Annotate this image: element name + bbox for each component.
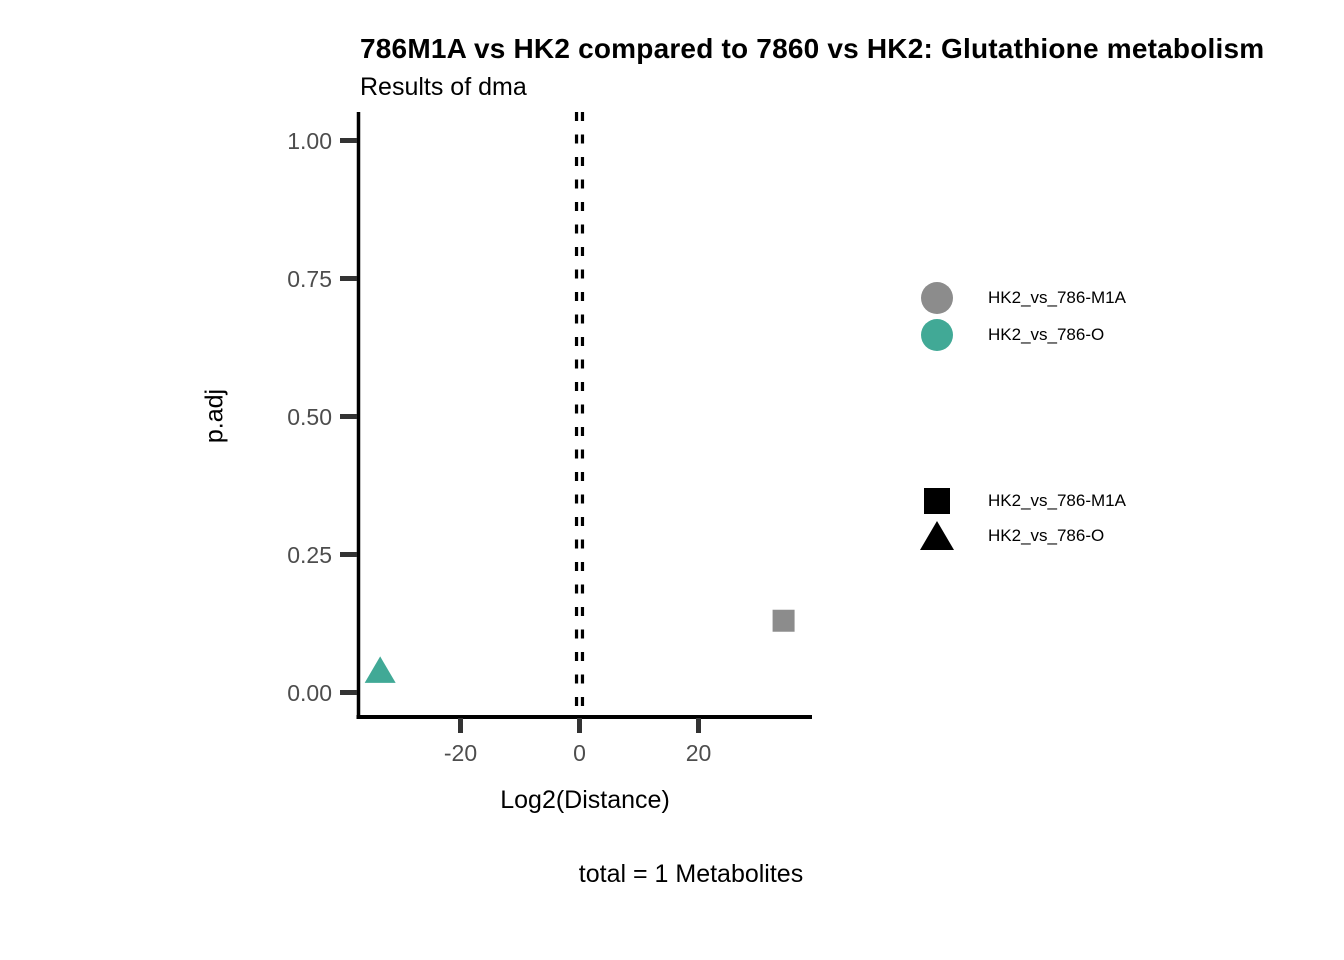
y-tick-label: 0.25 xyxy=(287,541,332,568)
color-legend: HK2_vs_786-M1A HK2_vs_786-O xyxy=(915,279,1126,353)
shape-legend: HK2_vs_786-M1A HK2_vs_786-O xyxy=(915,483,1126,553)
legend-triangle-swatch xyxy=(920,521,954,550)
data-point-square xyxy=(772,609,795,632)
legend-item-label: HK2_vs_786-O xyxy=(988,525,1105,545)
legend-item-label: HK2_vs_786-M1A xyxy=(988,490,1126,510)
y-tick-label: 1.00 xyxy=(287,127,332,154)
x-tick-label: 0 xyxy=(573,740,586,766)
legend-item-label: HK2_vs_786-O xyxy=(988,324,1105,344)
y-tick-label: 0.75 xyxy=(287,265,332,292)
y-tick-label: 0.50 xyxy=(287,403,332,430)
y-tick-label: 0.00 xyxy=(287,679,332,706)
chart-subtitle: Results of dma xyxy=(360,73,527,101)
legend-circle-swatch xyxy=(921,318,953,351)
data-point-triangle xyxy=(364,656,396,683)
chart-caption: total = 1 Metabolites xyxy=(578,860,804,888)
legend-item-label: HK2_vs_786-M1A xyxy=(988,287,1126,307)
x-axis-title: Log2(Distance) xyxy=(500,786,670,814)
legend-item: HK2_vs_786-O xyxy=(915,518,1126,553)
legend-item: HK2_vs_786-O xyxy=(915,316,1126,353)
legend-circle-swatch xyxy=(921,281,953,314)
x-tick-label: 20 xyxy=(685,740,712,766)
legend-item: HK2_vs_786-M1A xyxy=(915,483,1126,518)
legend-square-swatch xyxy=(924,487,950,514)
y-axis-title: p.adj xyxy=(200,388,229,444)
x-tick-label: -20 xyxy=(443,740,478,766)
chart-title: 786M1A vs HK2 compared to 7860 vs HK2: G… xyxy=(360,33,1265,64)
legend-item: HK2_vs_786-M1A xyxy=(915,279,1126,316)
